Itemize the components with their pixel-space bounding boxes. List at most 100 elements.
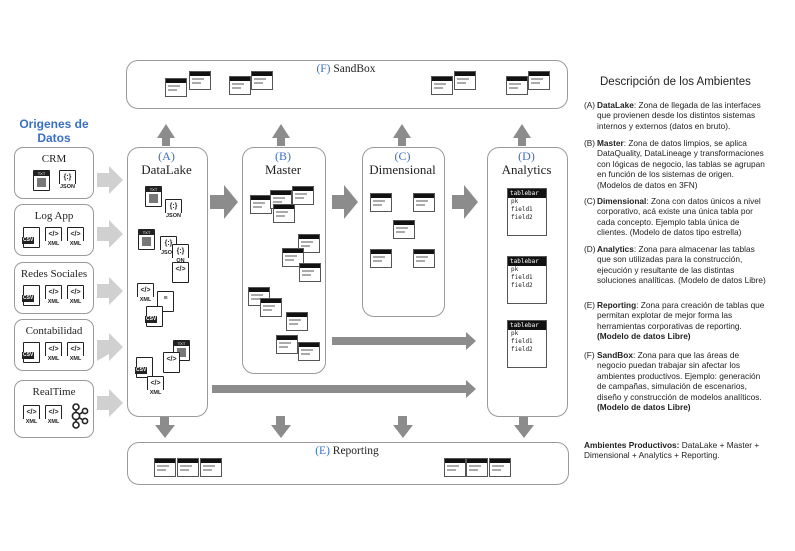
table-thumbnail <box>489 458 511 477</box>
csv-file-icon: CSV <box>22 342 40 363</box>
table-thumbnail <box>393 220 415 239</box>
table-thumbnail <box>282 248 304 267</box>
source-realtime: RealTime </> XML </> XML <box>14 380 94 438</box>
icon-tag: TXT <box>34 171 49 176</box>
item-term: Reporting <box>597 300 637 310</box>
item-note: (Modelo de datos Libre) <box>597 402 691 413</box>
table-field: field2 <box>511 214 533 221</box>
table-thumbnail <box>200 458 222 477</box>
table-thumbnail <box>413 193 435 212</box>
stage-letter: (B) <box>275 149 291 163</box>
icon-tag: CSV <box>22 295 35 302</box>
item-label: (F) <box>584 350 595 360</box>
icon-tag: XML <box>42 299 65 306</box>
table-thumbnail <box>154 458 176 477</box>
table-name: tablebar <box>508 257 546 266</box>
icon-tag: ON <box>169 258 192 265</box>
icon-tag: CSV <box>135 367 148 374</box>
source-arrows <box>97 166 123 417</box>
xml-file-icon: </> XML <box>64 342 87 363</box>
productive-text: DataLake + Master + Dimensional + Analyt… <box>584 440 760 461</box>
analytics-title: (D) Analytics <box>487 150 566 178</box>
reporting-title: (E) Reporting <box>127 445 567 457</box>
table-thumbnail <box>454 71 476 90</box>
xml-file-icon: </> <box>163 352 180 373</box>
stage-letter: (D) <box>518 149 535 163</box>
table-thumbnail <box>528 71 550 90</box>
xml-file-icon: </> XML <box>42 405 65 426</box>
dimensional-title: (C) Dimensional <box>362 150 443 178</box>
item-label: (C) <box>584 196 596 206</box>
table-field: pk <box>511 266 519 273</box>
table-thumbnail <box>413 249 435 268</box>
description-item-a: (A) DataLake: Zona de llegada de las int… <box>584 100 769 142</box>
item-text: : Zona con datos únicos a nivel corporat… <box>597 196 761 238</box>
icon-tag: CSV <box>22 352 35 359</box>
table-thumbnail <box>250 195 272 214</box>
table-field: field1 <box>511 338 533 345</box>
table-thumbnail <box>466 458 488 477</box>
table-field: pk <box>511 198 519 205</box>
description-list: (A) DataLake: Zona de llegada de las int… <box>584 100 779 440</box>
table-thumbnail <box>431 76 453 95</box>
icon-tag: JSON <box>162 213 185 220</box>
table-thumbnail <box>286 312 308 331</box>
kafka-icon <box>71 403 89 429</box>
table-field: pk <box>511 330 519 337</box>
sandbox-title: (F) SandBox <box>126 63 566 75</box>
item-term: Master <box>597 138 624 148</box>
up-arrows <box>157 124 531 146</box>
xml-file-icon: </> XML <box>20 405 43 426</box>
xml-file-icon: </> <box>172 262 189 283</box>
source-log-app: Log App CSV </> XML </> XML <box>14 204 94 256</box>
table-field: field2 <box>511 346 533 353</box>
item-label: (E) <box>584 300 596 310</box>
table-thumbnail <box>165 78 187 97</box>
down-arrows <box>155 416 534 438</box>
origins-title-line1: Origenes de <box>19 117 89 131</box>
xml-file-icon: </> XML <box>64 227 87 248</box>
item-text: : Zona para creación de tablas que permi… <box>597 300 765 331</box>
table-thumbnail <box>273 204 295 223</box>
item-term: SandBox <box>597 350 633 360</box>
csv-file-icon: CSV <box>145 306 163 327</box>
source-name: Redes Sociales <box>20 268 88 280</box>
item-label: (D) <box>584 244 596 254</box>
productive-label: Ambientes Productivos: <box>584 440 680 450</box>
table-field: field1 <box>511 274 533 281</box>
description-item-c: (C) Dimensional: Zona con datos únicos a… <box>584 196 769 248</box>
stage-arrows <box>210 185 478 398</box>
icon-tag: XML <box>144 390 167 397</box>
stage-name: SandBox <box>333 63 376 75</box>
stage-letter: (F) <box>316 63 331 75</box>
icon-tag: CSV <box>22 237 35 244</box>
table-thumbnail <box>444 458 466 477</box>
json-file-icon: {:} JSON <box>56 170 79 191</box>
origins-title-line2: Datos <box>37 131 71 145</box>
origins-title: Origenes de Datos <box>10 117 98 145</box>
stage-name: Reporting <box>332 445 379 457</box>
table-thumbnail <box>229 76 251 95</box>
icon-tag: XML <box>42 241 65 248</box>
stage-letter: (A) <box>158 149 175 163</box>
stage-letter: (E) <box>315 445 330 457</box>
xml-file-icon: </> XML <box>64 285 87 306</box>
table-thumbnail <box>298 342 320 361</box>
table-thumbnail <box>177 458 199 477</box>
txt-file-icon: TXT <box>33 170 50 191</box>
xml-file-icon: </> XML <box>134 283 157 304</box>
stage-name: Analytics <box>501 162 552 177</box>
xml-file-icon: </> XML <box>42 227 65 248</box>
source-name: Contabilidad <box>25 325 83 337</box>
item-text: : Zona para almacenar las tablas que son… <box>597 244 766 286</box>
analytics-table: tablebar pk field1 field2 <box>507 256 547 304</box>
icon-tag: XML <box>20 419 43 426</box>
analytics-table: tablebar pk field1 field2 <box>507 320 547 368</box>
description-item-f: (F) SandBox: Zona para que las áreas de … <box>584 350 769 422</box>
xml-file-icon: </> XML <box>42 285 65 306</box>
source-name: Log App <box>34 210 74 222</box>
productive-environments: Ambientes Productivos: DataLake + Master… <box>584 440 779 461</box>
item-term: Dimensional <box>597 196 647 206</box>
item-text: : Zona para que las áreas de negocio pue… <box>597 350 762 402</box>
json-file-icon: {:} JSON <box>162 199 185 220</box>
